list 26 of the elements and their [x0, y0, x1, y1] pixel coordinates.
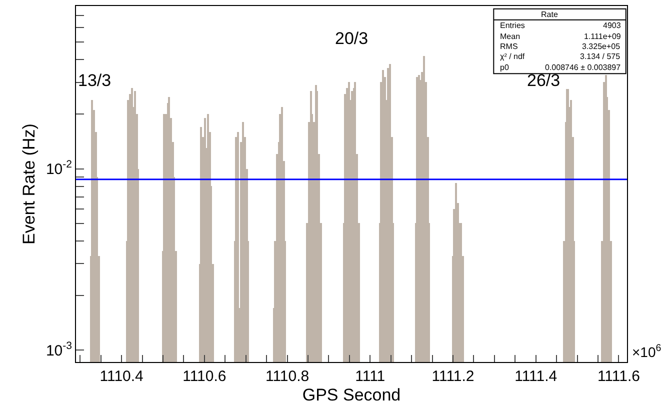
x-tick-label: 1111.6	[597, 368, 640, 385]
annotation: 4903	[603, 21, 622, 30]
annotation: Rate	[541, 10, 558, 19]
x-tick-label: 1110.8	[265, 368, 310, 385]
y-axis-title: Event Rate (Hz)	[20, 124, 39, 244]
annotation: Mean	[500, 32, 520, 41]
annotation: 13/3	[78, 71, 112, 90]
annotation: p0	[500, 63, 510, 72]
text: ×10$^{6}$	[632, 343, 662, 360]
x-tick-label: 1110.6	[182, 368, 226, 385]
annotation: 3.134 / 575	[580, 52, 621, 61]
y-tick-label: 10$^{-3}$	[46, 340, 72, 360]
annotation: 26/3	[527, 71, 560, 90]
annotation: RMS	[500, 42, 518, 51]
x-tick-label: 1111.2	[432, 368, 474, 385]
annotation: 20/3	[335, 29, 368, 48]
x-tick-label: 1110.4	[100, 368, 144, 385]
annotation: χ² / ndf	[500, 52, 526, 61]
annotation: 0.008746 ± 0.003897	[545, 63, 622, 72]
annotation: Entries	[500, 21, 525, 30]
x-tick-label: 1111.4	[514, 368, 558, 385]
annotation: 3.325e+05	[582, 42, 621, 51]
y-tick-label: 10$^{-2}$	[46, 158, 72, 178]
annotation: 1.111e+09	[584, 32, 622, 41]
x-axis-title: GPS Second	[302, 385, 401, 404]
x-tick-label: 1111	[355, 368, 386, 385]
